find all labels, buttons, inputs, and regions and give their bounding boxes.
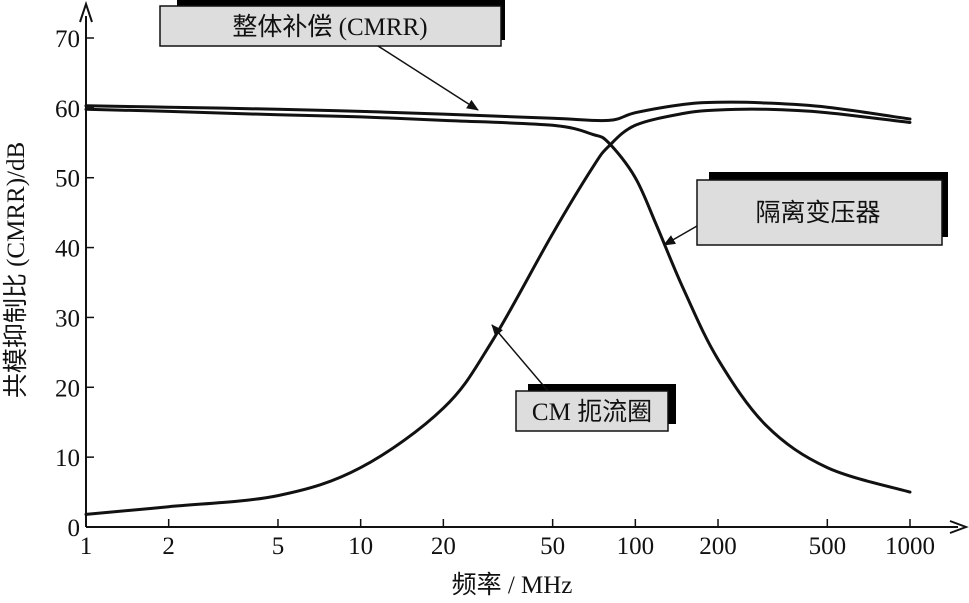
- x-tick-label: 200: [699, 533, 737, 560]
- x-tick-label: 500: [809, 533, 847, 560]
- y-tick-label: 0: [68, 515, 81, 542]
- series-line-isolation-transformer: [84, 107, 912, 494]
- callout-label: 隔离变压器: [755, 199, 880, 227]
- series-lines: [84, 100, 912, 516]
- y-tick-label: 50: [55, 166, 80, 193]
- x-tick-label: 20: [431, 533, 456, 560]
- y-tick-label: 30: [55, 305, 80, 332]
- callout-box: [515, 390, 669, 432]
- x-axis-label: 频率 / MHz: [452, 571, 573, 599]
- x-axis-arrow: [949, 520, 969, 534]
- callout-arrow: [377, 45, 479, 111]
- callout-cm-choke: CM 扼流圈: [491, 324, 676, 432]
- x-tick-label: 100: [617, 533, 655, 560]
- callout-isolation-transformer: 隔离变压器: [663, 172, 948, 246]
- callout-label: 整体补偿 (CMRR): [232, 13, 427, 41]
- x-tick-label: 1: [80, 533, 93, 560]
- x-tick-label: 10: [348, 533, 373, 560]
- callout-label: CM 扼流圈: [532, 398, 652, 426]
- y-tick-label: 10: [55, 445, 80, 472]
- y-axis-label: 共模抑制比 (CMRR)/dB: [2, 142, 30, 398]
- series-line-overall-cmrr: [84, 100, 912, 123]
- x-tick-label: 50: [540, 533, 565, 560]
- x-tick-label: 2: [162, 533, 175, 560]
- y-tick-label: 70: [55, 26, 80, 53]
- callout-box: [696, 179, 943, 246]
- series-line-cm-choke: [84, 107, 912, 516]
- callout-arrow: [663, 225, 698, 246]
- y-tick-label: 20: [55, 375, 80, 402]
- y-axis-arrow: [79, 0, 93, 23]
- callout-box: [159, 5, 502, 47]
- callout-overall-cmrr: 整体补偿 (CMRR): [159, 0, 505, 111]
- y-tick-label: 40: [55, 236, 80, 263]
- axis-ticks: 1 2 5 10 20 50 100 200 500 1000 0 10 20 30 40 50 60 70: [55, 26, 935, 560]
- callout-arrow: [491, 324, 549, 392]
- x-tick-label: 1000: [885, 533, 935, 560]
- y-tick-label: 60: [55, 96, 80, 123]
- x-tick-label: 5: [272, 533, 285, 560]
